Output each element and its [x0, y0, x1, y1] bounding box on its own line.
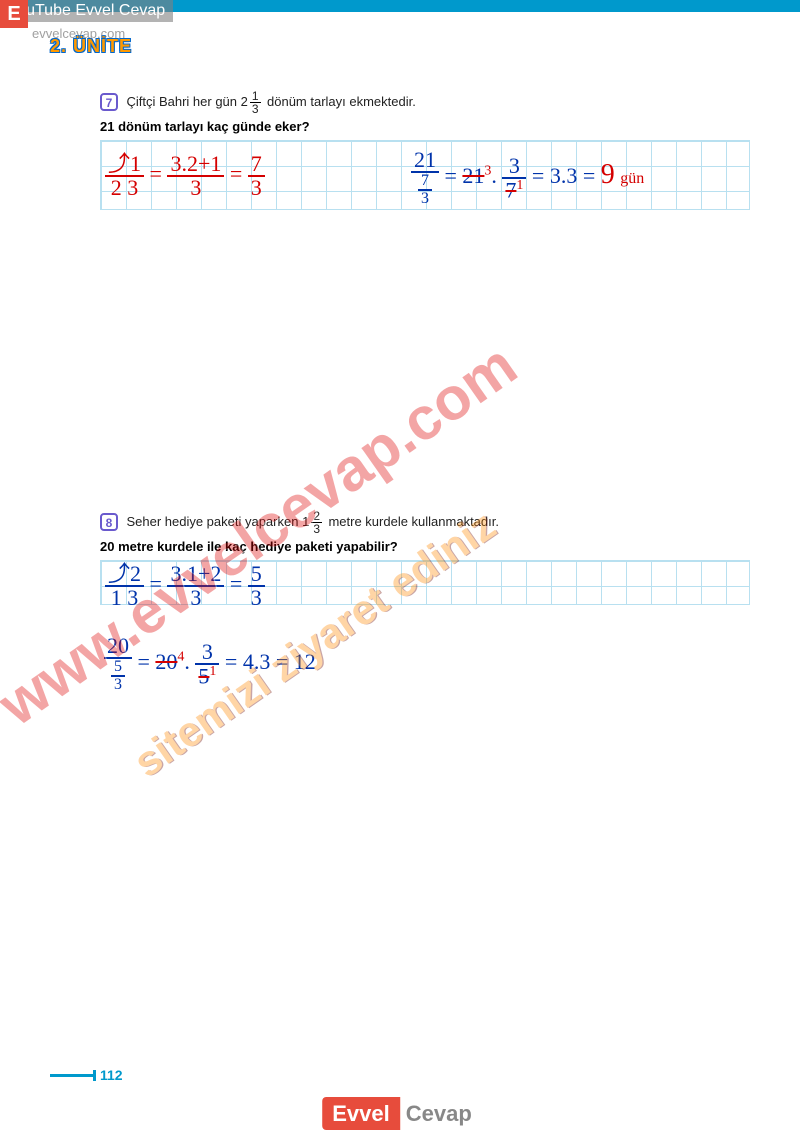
- question-number-8: 8: [100, 513, 118, 531]
- q7-unit: gün: [620, 170, 644, 187]
- q8-mixed-fraction: 1 2 3: [302, 510, 324, 535]
- q7-text-before: Çiftçi Bahri her gün: [126, 94, 240, 109]
- q7-work-grid: ⤴12 3 = 3.2+13 = 73 2173 = 213. 371 = 3.…: [100, 140, 750, 210]
- q7-mixed-fraction: 2 1 3: [241, 90, 263, 115]
- q7-bold-question: 21 dönüm tarlayı kaç günde eker?: [100, 119, 750, 134]
- q7-text-after: dönüm tarlayı ekmektedir.: [267, 94, 416, 109]
- q7-answer: 9: [601, 159, 615, 190]
- footer-logo-left: Evvel: [322, 1097, 400, 1130]
- q7-whole: 2: [241, 92, 248, 113]
- q7-step2: 2173 = 213. 371 = 3.3 = 9 gün: [411, 149, 644, 207]
- page-number: 112: [100, 1067, 123, 1083]
- q8-work-grid: ⤴21 3 = 3.1+23 = 53: [100, 560, 750, 605]
- q8-answer: 12: [294, 649, 316, 674]
- q8-step1: ⤴21 3 = 3.1+23 = 53: [105, 563, 265, 609]
- q8-cancel: 4: [177, 650, 184, 665]
- q8-text-before: Seher hediye paketi yaparken: [126, 514, 302, 529]
- question-8: 8 Seher hediye paketi yaparken 1 2 3 met…: [100, 510, 750, 693]
- footer-logo: EvvelCevap: [322, 1097, 478, 1131]
- q8-result-expr: = 4.3 =: [225, 649, 288, 674]
- page-number-decoration: [50, 1074, 94, 1077]
- corner-logo-letter: E: [0, 0, 28, 28]
- q8-bold-question: 20 metre kurdele ile kaç hediye paketi y…: [100, 539, 750, 554]
- q8-text-after: metre kurdele kullanmaktadır.: [328, 514, 499, 529]
- q8-denominator: 3: [311, 523, 322, 535]
- q7-result-expr: = 3.3 =: [532, 163, 595, 188]
- q7-step1: ⤴12 3 = 3.2+13 = 73: [105, 153, 265, 199]
- question-7: 7 Çiftçi Bahri her gün 2 1 3 dönüm tarla…: [100, 90, 750, 210]
- q8-step2: 2053 = 204. 351 = 4.3 = 12: [104, 635, 754, 693]
- q7-denominator: 3: [250, 103, 261, 115]
- question-number-7: 7: [100, 93, 118, 111]
- content-area: 7 Çiftçi Bahri her gün 2 1 3 dönüm tarla…: [100, 90, 750, 230]
- footer-logo-right: Cevap: [400, 1097, 478, 1130]
- q8-whole: 1: [302, 512, 309, 533]
- watermark-url: evvelcevap.com: [32, 26, 125, 41]
